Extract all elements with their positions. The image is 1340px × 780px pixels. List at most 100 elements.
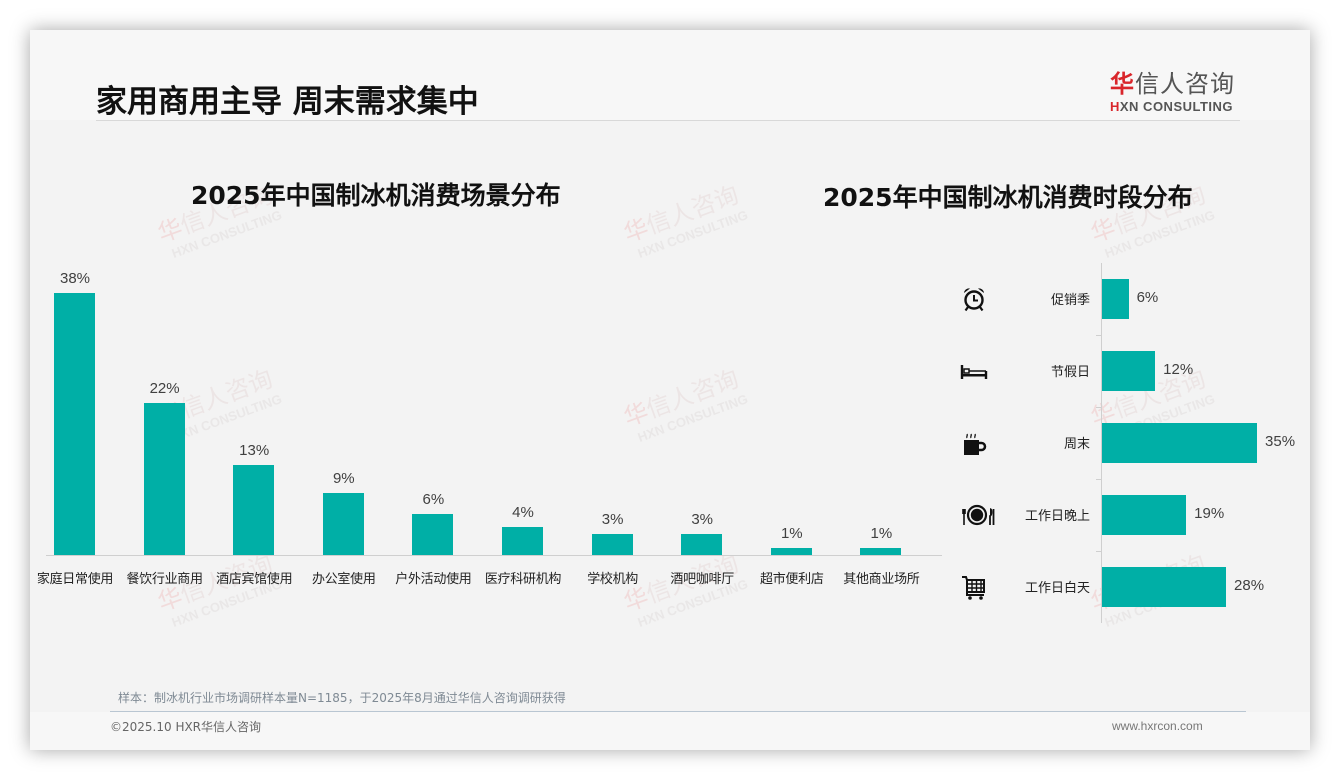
- category-label: 其他商业场所: [843, 572, 920, 587]
- logo-cn-rest: 信人咨询: [1135, 70, 1235, 98]
- category-label: 户外活动使用: [395, 572, 472, 587]
- bar-column: 22% 餐饮行业商用: [120, 260, 210, 600]
- category-label: 周末: [1063, 437, 1090, 452]
- brand-logo: 华信人咨询 HXN CONSULTING: [1110, 64, 1250, 114]
- bar-value-label: 4%: [512, 504, 534, 522]
- category-label: 促销季: [1050, 293, 1090, 308]
- bar: [233, 465, 275, 555]
- category-label: 酒店宾馆使用: [216, 572, 293, 587]
- website-text: www.hxrcon.com: [1112, 719, 1203, 733]
- bar-column: 4% 医疗科研机构: [478, 260, 568, 600]
- bar-value-label: 12%: [1163, 361, 1194, 378]
- bed-icon: [960, 357, 988, 385]
- logo-cn: 华信人咨询: [1110, 64, 1250, 99]
- bar-row: 工作日白天 28%: [950, 551, 1310, 623]
- bar: [1102, 279, 1129, 319]
- bar-value-label: 19%: [1194, 505, 1225, 522]
- bar-column: 1% 其他商业场所: [836, 260, 926, 600]
- category-label: 工作日白天: [1024, 581, 1090, 596]
- watermark-cn-red: 华: [1087, 213, 1120, 248]
- bar-row: 工作日晚上 19%: [950, 479, 1310, 551]
- logo-en-rest: XN CONSULTING: [1119, 99, 1234, 114]
- bar-value-label: 1%: [780, 525, 803, 543]
- bar-column: 38% 家庭日常使用: [30, 260, 120, 600]
- bar-value-label: 3%: [601, 511, 624, 529]
- watermark-cn-red: 华: [620, 213, 653, 248]
- axis-tick: [1096, 407, 1101, 408]
- bar-value-label: 13%: [239, 442, 270, 460]
- axis-tick: [1096, 335, 1101, 336]
- watermark-en: HXN CONSULTING: [1102, 207, 1217, 261]
- bar: [502, 527, 543, 555]
- bar-column: 6% 户外活动使用: [388, 260, 478, 600]
- bar-column: 3% 酒吧咖啡厅: [657, 260, 747, 600]
- bar-value-label: 3%: [691, 511, 714, 529]
- slide: 家用商用主导 周末需求集中 华信人咨询 HXN CONSULTING 华信人咨询…: [30, 30, 1310, 750]
- watermark-en: HXN CONSULTING: [169, 207, 284, 261]
- bar-value-label: 35%: [1265, 433, 1296, 450]
- bar-value-label: 28%: [1234, 577, 1265, 594]
- watermark-cn-rest: 信人咨询: [642, 180, 743, 240]
- category-label: 家庭日常使用: [36, 572, 114, 587]
- category-label: 医疗科研机构: [484, 572, 562, 587]
- copyright-text: ©2025.10 HXR华信人咨询: [110, 720, 262, 734]
- category-label: 学校机构: [587, 572, 638, 587]
- bar-column: 1% 超市便利店: [747, 260, 837, 600]
- coffee-mug-icon: [960, 429, 988, 457]
- period-chart-title: 2025年中国制冰机消费时段分布: [823, 183, 1193, 212]
- bar: [322, 492, 364, 555]
- bar-value-label: 9%: [332, 469, 355, 487]
- bar: [1102, 495, 1187, 535]
- period-bar-chart: 促销季 6% 节假日 12% 周末 35% 工作日晚上 19% 工作日白天 28%: [950, 263, 1310, 623]
- category-label: 酒吧咖啡厅: [670, 572, 734, 587]
- bar: [860, 548, 902, 555]
- bar: [143, 403, 185, 555]
- category-label: 节假日: [1050, 365, 1090, 380]
- category-label: 办公室使用: [312, 572, 376, 587]
- bar-column: 13% 酒店宾馆使用: [209, 260, 299, 600]
- bar: [681, 534, 723, 555]
- bar: [54, 292, 95, 555]
- bar-row: 周末 35%: [950, 407, 1310, 479]
- bar-value-label: 38%: [59, 269, 91, 287]
- shopping-cart-icon: [960, 573, 988, 601]
- axis-tick: [1096, 479, 1101, 480]
- watermark-cn: 华信人咨询: [618, 174, 745, 249]
- sample-footnote: 样本：制冰机行业市场调研样本量N=1185，于2025年8月通过华信人咨询调研获…: [118, 691, 566, 705]
- category-label: 超市便利店: [760, 572, 824, 587]
- bar: [1102, 567, 1227, 607]
- x-axis-line: [46, 555, 942, 556]
- axis-tick: [1096, 551, 1101, 552]
- bar-value-label: 6%: [422, 490, 445, 508]
- category-label: 餐饮行业商用: [126, 572, 203, 587]
- logo-en: HXN CONSULTING: [1110, 99, 1250, 114]
- alarm-clock-icon: [960, 285, 988, 313]
- dining-plate-icon: [960, 501, 995, 529]
- bar-column: 3% 学校机构: [568, 260, 658, 600]
- footer-band: [30, 712, 1310, 750]
- watermark-en: HXN CONSULTING: [635, 207, 750, 261]
- bar-value-label: 1%: [870, 525, 893, 543]
- bar-column: 9% 办公室使用: [299, 260, 389, 600]
- y-axis-line: [1101, 263, 1102, 623]
- bar: [1102, 423, 1258, 463]
- scene-chart-title: 2025年中国制冰机消费场景分布: [191, 181, 561, 210]
- footer-divider: [110, 711, 1246, 712]
- bar-value-label: 6%: [1136, 289, 1159, 306]
- bar: [1102, 351, 1156, 391]
- watermark-cn-red: 华: [154, 213, 187, 248]
- bar: [591, 534, 633, 555]
- category-label: 工作日晚上: [1024, 509, 1090, 524]
- header-background: [30, 30, 1310, 120]
- scene-bar-chart: 38% 家庭日常使用 22% 餐饮行业商用 13% 酒店宾馆使用 9% 办公室使用 6% 户外活动…: [37, 260, 942, 600]
- bar-row: 节假日 12%: [950, 335, 1310, 407]
- header-divider: [96, 120, 1240, 121]
- bar-value-label: 22%: [149, 380, 180, 398]
- bar: [770, 548, 812, 555]
- page-title: 家用商用主导 周末需求集中: [96, 84, 479, 120]
- logo-cn-red: 华: [1110, 70, 1135, 98]
- bar: [412, 513, 454, 555]
- bar-row: 促销季 6%: [950, 263, 1310, 335]
- logo-en-red: H: [1110, 99, 1120, 114]
